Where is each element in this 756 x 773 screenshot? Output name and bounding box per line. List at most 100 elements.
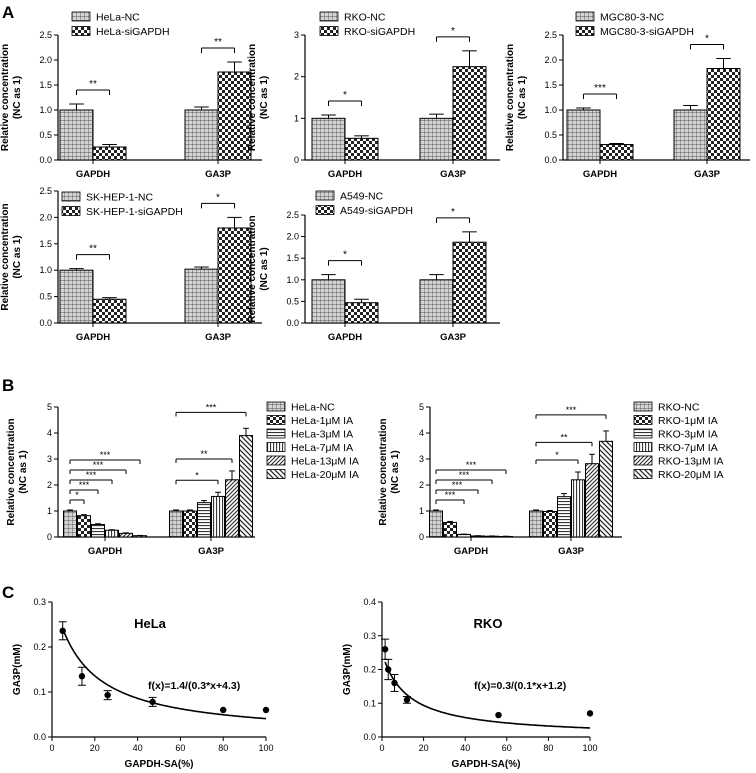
legend-label: RKO-siGAPDH [344,26,415,38]
data-point [262,706,270,714]
significance-stars: *** [459,470,470,480]
y-tick-label: 4 [419,428,424,438]
y-tick-label: 3 [419,454,424,464]
bar [211,495,225,538]
legend-label: HeLa-NC [291,402,335,414]
legend-swatch [266,415,286,425]
significance-stars: ** [560,432,568,442]
x-tick-label: 80 [543,743,553,753]
significance-stars: ** [200,449,208,459]
bar [457,533,471,538]
x-tick-label: 40 [133,743,143,753]
legend-label: RKO-1μM IA [658,415,718,427]
legend-label: MGC80-3-NC [600,12,665,24]
data-point [391,679,398,687]
significance-stars: * [343,250,347,261]
y-tick-label: 0.5 [39,130,52,140]
y-tick-label: 1.0 [39,265,52,275]
legend-swatch [633,428,653,439]
panel-letter-c: C [2,583,14,602]
legend-swatch [633,415,653,425]
x-tick-label: GA3P [558,546,585,557]
y-tick-label: 1.5 [544,80,557,90]
y-axis-label: (NC as 1) [517,76,528,119]
bar [452,66,487,161]
significance-stars: * [216,192,220,203]
bar [197,502,211,538]
legend-swatch [575,26,595,36]
significance-stars: * [195,470,199,480]
legend-swatch [266,455,286,466]
y-tick-label: 1.5 [286,253,299,263]
bar [183,510,197,538]
x-tick-label: 40 [460,743,470,753]
bar [443,521,457,538]
y-tick-label: 0.5 [544,130,557,140]
y-axis-label: GA3P(mM) [342,644,353,695]
x-tick-label: 80 [218,743,228,753]
y-tick-label: 0 [419,532,424,542]
chart-a-sk-hep-1: Relative concentration (NC as 1)0.00.51.0… [0,186,262,343]
legend-label: HeLa-NC [96,12,140,24]
legend-label: A549-siGAPDH [340,205,413,217]
x-tick-label: 60 [175,743,185,753]
y-tick-label: 1 [294,113,299,123]
y-axis-label: (NC as 1) [18,450,29,493]
x-tick-label: GAPDH [88,546,122,557]
y-axis-label: Relative concentration [0,44,11,151]
data-point [381,646,389,653]
y-tick-label: 2.0 [39,55,52,65]
x-tick-label: GA3P [440,332,467,343]
significance-stars: *** [445,490,456,500]
bar [217,71,252,161]
chart-title: HeLa [134,616,167,631]
bar [557,496,571,538]
legend-label: RKO-3μM IA [658,429,718,441]
y-tick-label: 0.0 [363,732,376,742]
significance-stars: *** [594,83,606,94]
bar [63,510,77,538]
legend-swatch [633,401,653,412]
y-tick-label: 0 [47,532,52,542]
y-tick-label: 1 [419,506,424,516]
y-tick-label: 2.0 [286,232,299,242]
y-axis-label: (NC as 1) [259,247,270,290]
x-tick-label: 20 [419,743,429,753]
bar [225,479,239,538]
y-axis-label: Relative concentration [0,203,11,310]
y-tick-label: 0.0 [544,155,557,165]
bar [311,279,346,324]
y-axis-label: Relative concentration [247,44,258,151]
chart-title: RKO [474,616,503,631]
y-tick-label: 0.0 [39,318,52,328]
y-tick-label: 2 [294,72,299,82]
bar [217,227,252,324]
data-point [495,711,502,719]
bar [706,68,741,161]
legend-label: HeLa-13μM IA [291,456,359,468]
data-point [78,673,86,680]
x-tick-label: GA3P [440,169,467,180]
fit-curve [384,661,591,729]
significance-stars: *** [206,402,217,412]
y-tick-label: 3 [47,454,52,464]
y-tick-label: 0.2 [33,642,46,652]
y-tick-label: 1.5 [39,80,52,90]
significance-stars: *** [566,405,577,415]
significance-stars: * [451,207,455,218]
bar [92,146,127,161]
legend-swatch [633,442,653,452]
bar [92,298,127,324]
y-tick-label: 0.1 [363,698,376,708]
y-tick-label: 0.3 [363,631,376,641]
chart-a-hela: Relative concentration (NC as 1)0.00.51.0… [0,11,262,180]
y-tick-label: 0.1 [33,687,46,697]
significance-stars: * [555,450,559,460]
x-tick-label: GA3P [205,332,232,343]
y-tick-label: 2.0 [39,212,52,222]
legend-label: RKO-7μM IA [658,442,718,454]
bar [77,515,91,538]
legend-swatch [71,11,91,22]
significance-stars: ** [89,79,97,90]
